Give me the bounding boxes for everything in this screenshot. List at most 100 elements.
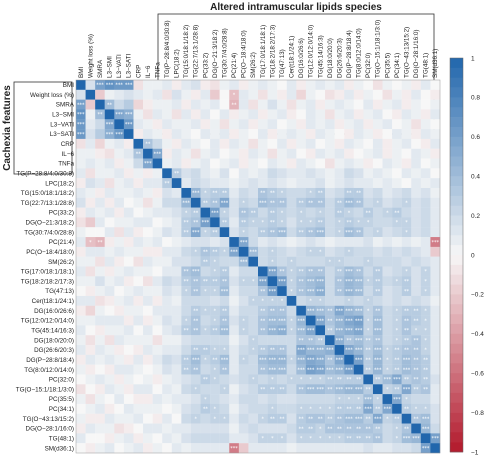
heatmap-cell — [286, 413, 297, 424]
heatmap-cell — [430, 148, 441, 159]
significance-mark: *** — [144, 161, 152, 167]
heatmap-cell — [277, 109, 287, 120]
heatmap-cell — [267, 325, 278, 336]
column-label: TG(O−15:1/18:1/3:0) — [375, 20, 382, 78]
heatmap-cell — [171, 187, 182, 198]
heatmap-cell — [162, 207, 172, 218]
heatmap-cell — [411, 374, 421, 385]
heatmap-cell — [248, 384, 259, 395]
significance-mark: ** — [337, 407, 343, 413]
heatmap-cell — [190, 286, 201, 297]
heatmap-cell — [143, 109, 153, 120]
significance-mark: ** — [318, 269, 324, 275]
heatmap-cell — [344, 158, 354, 169]
heatmap-cell — [95, 178, 105, 189]
heatmap-cell — [181, 80, 192, 90]
heatmap-cell — [238, 374, 249, 385]
heatmap-cell — [353, 256, 364, 267]
heatmap-cell — [133, 89, 144, 100]
significance-mark: ** — [184, 269, 190, 275]
heatmap-cell — [325, 374, 335, 385]
heatmap-cell — [353, 99, 364, 110]
heatmap-cell — [143, 325, 153, 336]
heatmap-cell — [104, 394, 115, 405]
row-label: TG(48:1) — [49, 435, 74, 442]
heatmap-cell — [296, 354, 307, 365]
heatmap-cell — [353, 345, 364, 355]
heatmap-cell — [85, 315, 96, 326]
heatmap-cell — [344, 148, 354, 159]
heatmap-cell — [296, 443, 307, 454]
heatmap-cell — [334, 286, 345, 297]
heatmap-cell — [181, 89, 192, 100]
heatmap-cell — [392, 403, 402, 414]
heatmap-cell — [382, 403, 393, 414]
significance-mark: ** — [337, 377, 343, 383]
heatmap-cell — [296, 384, 307, 395]
heatmap-cell — [258, 276, 268, 287]
heatmap-cell — [363, 374, 374, 385]
heatmap-cell — [334, 364, 345, 375]
heatmap-cell — [286, 354, 297, 365]
significance-mark: ** — [308, 426, 314, 432]
heatmap-cell — [95, 99, 105, 110]
heatmap-cell — [296, 403, 307, 414]
heatmap-cell — [238, 295, 249, 306]
heatmap-cell — [353, 315, 364, 326]
heatmap-cell — [392, 227, 402, 238]
heatmap-cell — [85, 305, 96, 316]
heatmap-cell — [95, 325, 105, 336]
significance-mark: *** — [345, 269, 353, 275]
significance-mark: ** — [337, 289, 343, 295]
heatmap-cell — [372, 345, 383, 355]
heatmap-cell — [200, 413, 211, 424]
heatmap-cell — [334, 413, 345, 424]
heatmap-cell — [210, 197, 220, 208]
heatmap-cell — [171, 295, 182, 306]
significance-mark: ** — [184, 230, 190, 236]
heatmap-cell — [420, 286, 431, 297]
heatmap-cell — [238, 197, 249, 208]
heatmap-cell — [210, 89, 220, 100]
heatmap-cell — [133, 256, 144, 267]
significance-mark: ** — [260, 367, 266, 373]
heatmap-cell — [95, 305, 105, 316]
heatmap-cell — [267, 227, 278, 238]
heatmap-cell — [104, 256, 115, 267]
heatmap-cell — [344, 335, 354, 346]
heatmap-cell — [363, 403, 374, 414]
heatmap-cell — [104, 266, 115, 277]
heatmap-cell — [286, 109, 297, 120]
heatmap-cell — [114, 413, 125, 424]
heatmap-cell — [382, 119, 393, 130]
significance-mark: ** — [193, 328, 199, 334]
heatmap-cell — [420, 315, 431, 326]
heatmap-cell — [171, 80, 182, 90]
significance-mark: ** — [366, 426, 372, 432]
heatmap-cell — [286, 443, 297, 454]
heatmap-cell — [305, 89, 316, 100]
heatmap-cell — [420, 89, 431, 100]
heatmap-cell — [76, 413, 86, 424]
heatmap-cell — [229, 335, 239, 346]
heatmap-cell — [143, 80, 153, 90]
heatmap-cell — [411, 266, 421, 277]
heatmap-cell — [238, 217, 249, 228]
heatmap-cell — [296, 246, 307, 257]
heatmap-cell — [104, 305, 115, 316]
heatmap-cell — [430, 305, 441, 316]
heatmap-cell — [353, 148, 364, 159]
heatmap-cell — [334, 315, 345, 326]
significance-mark: * — [309, 250, 312, 256]
heatmap-cell — [162, 138, 172, 149]
heatmap-cell — [181, 364, 192, 375]
heatmap-cell — [325, 354, 335, 365]
heatmap-cell — [85, 158, 96, 169]
heatmap-cell — [372, 315, 383, 326]
significance-mark: *** — [278, 318, 286, 324]
significance-mark: ** — [375, 308, 381, 314]
column-label: PC(O−18:4/18:0) — [241, 30, 248, 78]
heatmap-cell — [258, 256, 268, 267]
heatmap-cell — [296, 394, 307, 405]
heatmap-cell — [114, 364, 125, 375]
